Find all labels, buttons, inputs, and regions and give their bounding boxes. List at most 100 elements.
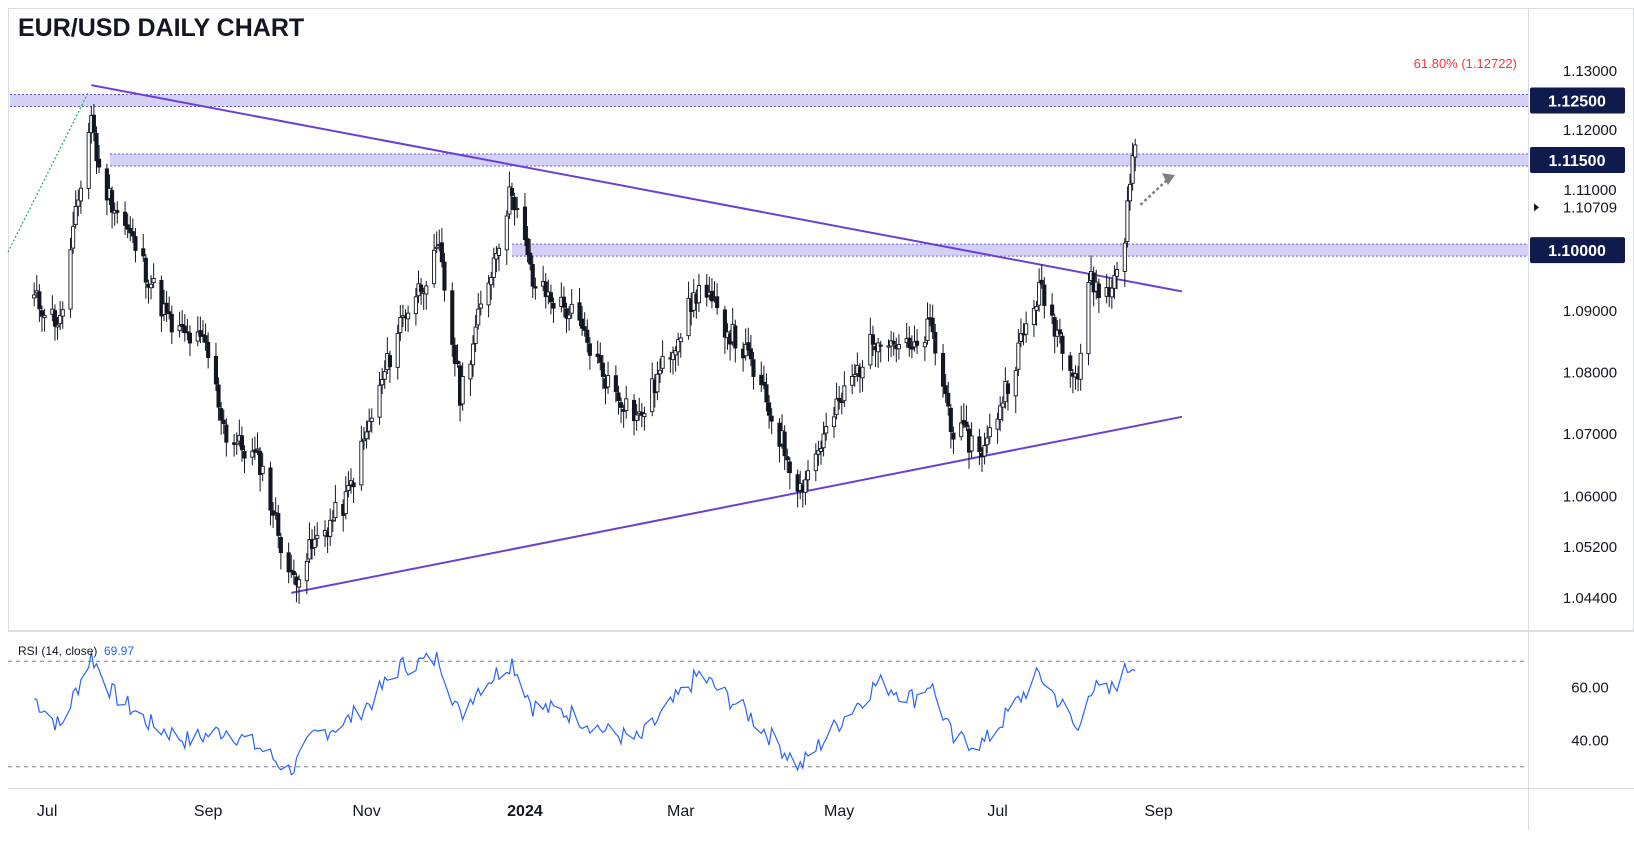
candle-body: [831, 416, 837, 428]
candle-body: [1133, 144, 1138, 158]
candle-body: [187, 332, 193, 344]
candle-body: [598, 355, 603, 363]
candle-body: [86, 132, 91, 189]
candle-body: [304, 560, 309, 582]
candle-body: [530, 263, 535, 287]
candle-body: [398, 316, 403, 334]
candle-body: [361, 438, 367, 442]
candle-body: [255, 448, 260, 451]
candle-body: [922, 342, 927, 348]
candle-body: [585, 329, 590, 343]
candle-body: [930, 317, 935, 333]
candle-body: [543, 281, 548, 298]
candle-body: [182, 325, 187, 334]
chart-title: EUR/USD DAILY CHART: [18, 14, 304, 42]
projection-arrow-head: [1161, 173, 1175, 186]
rsi-value-label: 69.97: [104, 644, 134, 658]
candle-body: [660, 355, 665, 369]
candle-body: [1068, 355, 1073, 372]
candle-body: [1016, 342, 1021, 370]
candle-body: [221, 419, 226, 425]
candle-body: [837, 397, 842, 402]
candle-body: [151, 277, 156, 283]
candle-body: [276, 513, 281, 536]
candle-body: [439, 242, 444, 263]
candle-body: [55, 324, 60, 328]
candle-body: [613, 375, 618, 393]
candle-body: [478, 303, 483, 309]
candle-body: [764, 384, 769, 403]
candle-body: [805, 470, 811, 481]
candle-body: [268, 467, 273, 511]
candle-body: [943, 385, 948, 395]
candle-body: [842, 385, 847, 402]
time-tick-label: May: [824, 803, 854, 820]
candle-body: [561, 296, 566, 308]
last-price-marker-icon: [1534, 203, 1539, 212]
candle-body: [115, 210, 120, 213]
candle-body: [291, 571, 296, 576]
candle-body: [1052, 317, 1057, 337]
candle-body: [1078, 352, 1083, 380]
candle-body: [130, 231, 135, 237]
candle-body: [1000, 402, 1005, 408]
candle-body: [946, 392, 951, 407]
time-tick-label: Jul: [987, 803, 1007, 820]
candle-body: [128, 227, 133, 234]
candle-body: [951, 432, 956, 440]
candle-body: [242, 451, 247, 459]
candle-body: [94, 132, 99, 162]
candle-body: [852, 374, 857, 377]
candle-body: [940, 352, 946, 387]
candle-body: [312, 538, 317, 549]
candle-body: [504, 215, 509, 251]
candle-body: [346, 485, 351, 491]
candle-body: [785, 456, 790, 461]
rsi-label: RSI (14, close): [18, 644, 97, 658]
candle-body: [670, 352, 676, 361]
candle-body: [964, 421, 969, 428]
candle-body: [42, 315, 47, 318]
price-tick-label: 1.11000: [1563, 182, 1616, 199]
candle-body: [977, 436, 982, 453]
candle-body: [564, 308, 569, 319]
candle-body: [915, 340, 920, 346]
candle-body: [868, 333, 873, 366]
candle-body: [473, 326, 478, 344]
candle-body: [476, 308, 481, 326]
candle-body: [759, 374, 764, 386]
candle-body: [715, 296, 720, 309]
candle-body: [239, 435, 244, 451]
candle-body: [491, 257, 496, 278]
candle-body: [359, 440, 364, 486]
candle-body: [177, 325, 182, 332]
candle-body: [73, 205, 78, 225]
candle-body: [618, 402, 624, 408]
candle-body: [655, 373, 660, 393]
candle-body: [1031, 308, 1036, 325]
candle-body: [110, 190, 115, 213]
candle-body: [185, 331, 190, 334]
level-label-2: 1.10000: [1548, 243, 1606, 260]
zone-band-1: [110, 153, 1528, 166]
candle-body: [969, 435, 974, 452]
candle-body: [258, 450, 263, 475]
candle-body: [159, 279, 164, 317]
candle-body: [164, 302, 169, 314]
zone-band-0: [10, 94, 1528, 107]
candle-body: [455, 360, 460, 365]
candle-body: [260, 465, 265, 474]
candle-body: [907, 337, 912, 349]
fibonacci-guide-line: [7, 91, 90, 253]
candle-body: [1060, 335, 1065, 354]
candle-body: [767, 402, 772, 416]
candle-body: [252, 449, 257, 453]
candle-body: [198, 330, 203, 337]
price-tick-label: 1.07000: [1563, 426, 1617, 443]
candle-body: [1037, 281, 1042, 306]
candle-body: [509, 188, 515, 196]
candle-body: [419, 284, 424, 292]
candle-body: [369, 417, 374, 422]
candle-body: [234, 442, 239, 445]
candle-body: [878, 344, 883, 347]
